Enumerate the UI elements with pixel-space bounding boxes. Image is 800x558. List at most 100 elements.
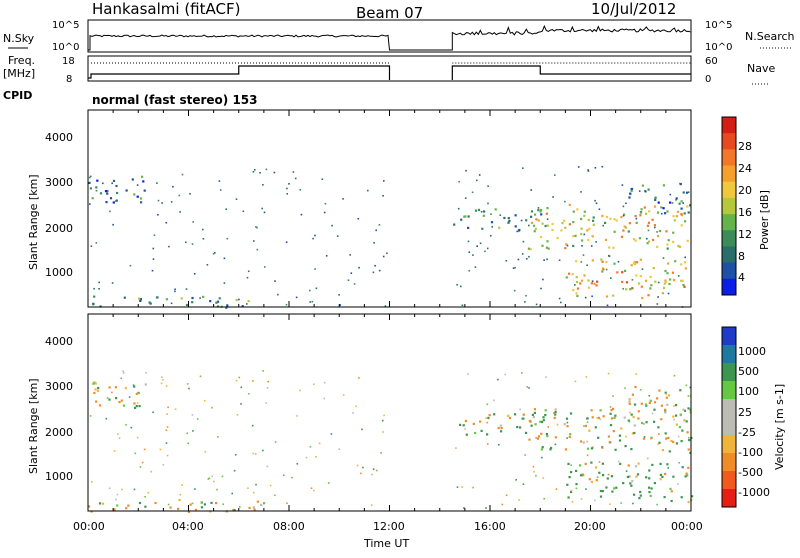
velocity-cell (675, 414, 678, 417)
power-ytick-4000: 4000 (45, 131, 73, 144)
power-cell (630, 187, 634, 191)
power-speck (543, 259, 545, 261)
velocity-cell (590, 447, 593, 450)
velocity-cell (537, 435, 541, 438)
velocity-colorbar-frame (721, 326, 737, 508)
velocity-cell (565, 417, 569, 420)
power-cell (660, 206, 663, 209)
velocity-cell (256, 500, 259, 503)
velocity-speck (252, 380, 254, 382)
freq-panel (87, 55, 692, 82)
power-speck (185, 241, 187, 244)
power-speck (185, 288, 188, 290)
velocity-speck (570, 464, 572, 466)
power-cell (667, 239, 670, 242)
velocity-cell (590, 409, 593, 412)
power-cell (191, 301, 194, 304)
power-speck (594, 167, 597, 169)
power-cell (139, 197, 143, 200)
power-cell (96, 179, 99, 182)
nave-label: Nave (747, 62, 775, 75)
power-cell (586, 229, 589, 232)
velocity-speck (274, 441, 277, 443)
power-speck (262, 184, 264, 186)
power-cell (467, 215, 470, 218)
velocity-cell (525, 431, 528, 434)
power-speck (178, 194, 181, 197)
velocity-speck (106, 397, 109, 399)
power-speck (458, 180, 460, 183)
velocity-cell (599, 495, 603, 498)
velocity-cell (233, 509, 236, 512)
power-cell (651, 218, 654, 221)
velocity-cell (580, 474, 583, 477)
velocity-speck (355, 405, 357, 408)
velocity-cell (620, 427, 623, 430)
velocity-speck (535, 475, 537, 477)
velocity-cell (554, 408, 557, 411)
power-speck (206, 264, 209, 266)
power-cb-tick-4: 4 (738, 271, 745, 284)
power-cell (662, 207, 665, 210)
velocity-speck (361, 428, 363, 431)
power-cell (547, 247, 550, 250)
power-cell (639, 258, 642, 261)
power-cell (656, 211, 660, 214)
power-cell (674, 260, 677, 263)
velocity-speck (628, 420, 631, 423)
velocity-cell (553, 416, 556, 419)
power-cell (680, 279, 683, 282)
velocity-speck (528, 387, 530, 389)
velocity-cell (540, 420, 544, 424)
velocity-cell (635, 465, 638, 468)
power-ylabel: Slant Range [km] (27, 174, 40, 270)
velocity-speck (543, 497, 545, 500)
velocity-cell (659, 473, 662, 476)
power-speck (587, 170, 590, 172)
velocity-speck (274, 494, 276, 497)
velocity-cell (664, 472, 667, 476)
power-speck (625, 202, 627, 205)
velocity-heatmap (88, 370, 694, 514)
velocity-cell (497, 426, 500, 430)
power-cell (650, 284, 653, 287)
power-speck (476, 245, 478, 247)
power-cell (675, 197, 678, 200)
velocity-cell (580, 440, 583, 443)
power-cell (657, 235, 660, 238)
power-speck (471, 191, 474, 194)
velocity-cell (464, 419, 467, 423)
power-speck (574, 284, 576, 286)
power-speck (212, 252, 215, 255)
power-speck (95, 189, 98, 192)
power-speck (156, 182, 158, 184)
power-cell (568, 203, 571, 206)
power-speck (309, 301, 311, 303)
velocity-speck (252, 452, 255, 455)
power-speck (102, 182, 104, 185)
power-cell (583, 210, 586, 213)
power-cell (588, 286, 591, 289)
power-speck (324, 202, 327, 205)
velocity-speck (239, 506, 241, 508)
velocity-cell (533, 411, 536, 414)
power-cell (625, 288, 628, 291)
velocity-speck (542, 477, 545, 479)
velocity-cell (536, 437, 540, 440)
power-cell (613, 262, 616, 265)
velocity-speck (678, 462, 680, 464)
velocity-speck (216, 488, 218, 491)
power-speck (218, 180, 221, 182)
power-cell (677, 244, 680, 247)
velocity-speck (211, 475, 214, 478)
power-cell (535, 218, 538, 221)
velocity-cell (493, 413, 496, 416)
power-cell (481, 227, 484, 230)
velocity-speck (620, 502, 622, 504)
velocity-speck (167, 503, 170, 506)
power-cell (635, 221, 638, 224)
velocity-colorbar-band (722, 327, 736, 346)
power-speck (336, 235, 339, 237)
velocity-cell (588, 429, 591, 432)
power-cell (92, 303, 95, 306)
